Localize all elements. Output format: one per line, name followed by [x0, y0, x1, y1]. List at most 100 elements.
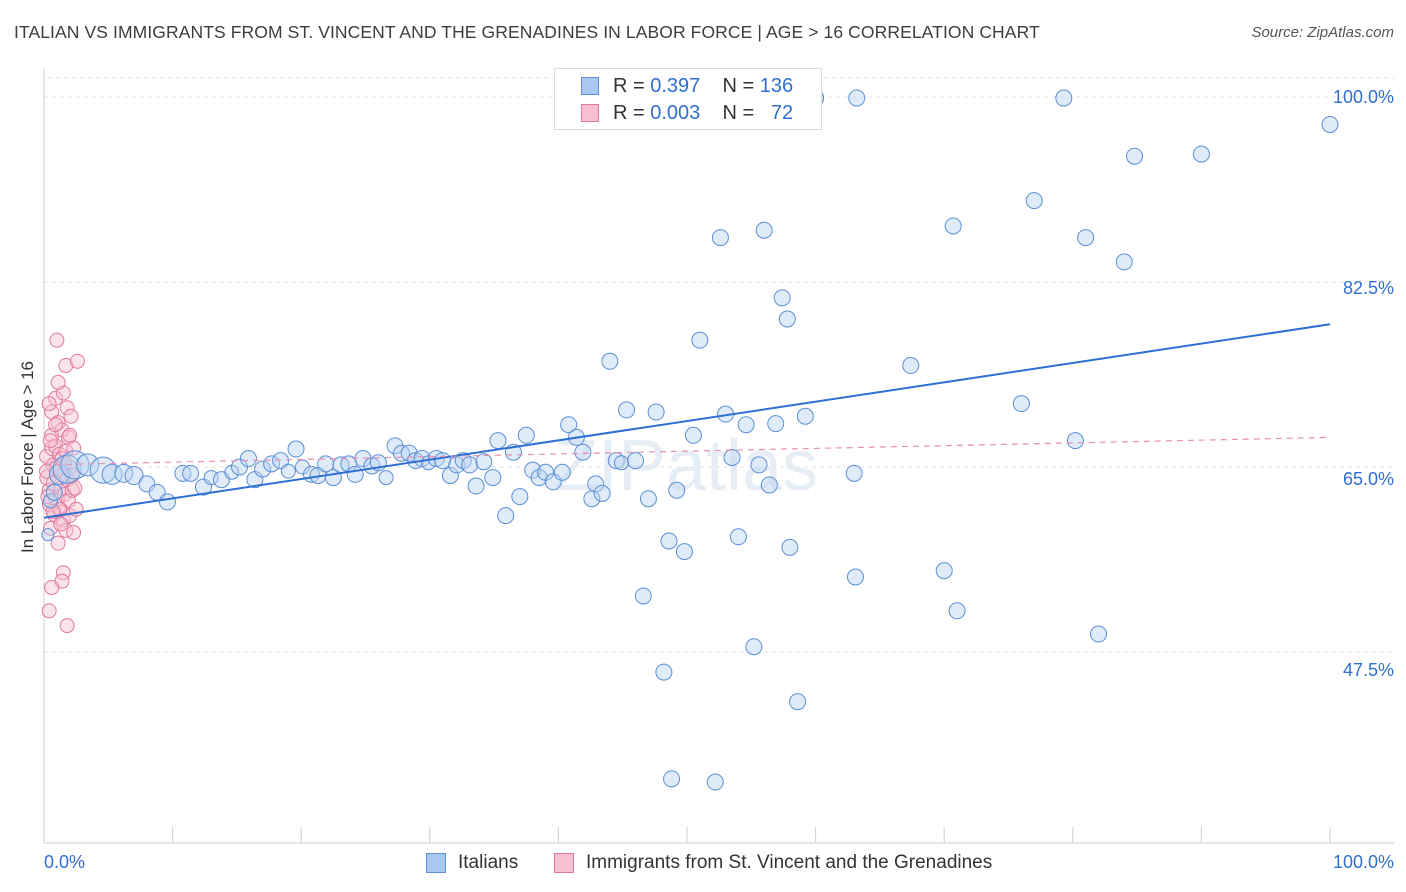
- data-point: [441, 466, 459, 484]
- data-point: [45, 483, 63, 501]
- data-point: [64, 482, 80, 498]
- data-point: [58, 358, 74, 374]
- y-axis-label: In Labor Force | Age > 16: [18, 360, 37, 554]
- data-point: [497, 507, 515, 525]
- data-point: [317, 455, 335, 473]
- data-point: [729, 528, 747, 546]
- data-point: [613, 455, 629, 471]
- data-point: [846, 568, 864, 586]
- data-point: [239, 450, 257, 468]
- data-point: [935, 562, 953, 580]
- data-point: [574, 443, 592, 461]
- legend-swatch-italians: [426, 853, 446, 873]
- data-point: [50, 535, 66, 551]
- data-point: [796, 407, 814, 425]
- data-point: [660, 532, 678, 550]
- data-point: [203, 470, 219, 486]
- correlation-legend: R = 0.397 N = 136 R = 0.003 N = 72: [554, 68, 822, 130]
- data-point: [560, 416, 578, 434]
- data-point: [778, 310, 796, 328]
- data-point: [50, 415, 66, 431]
- legend-label-immigrants: Immigrants from St. Vincent and the Gren…: [586, 852, 993, 873]
- legend-swatch-immigrants: [581, 104, 599, 122]
- legend-label-italians: Italians: [458, 852, 519, 873]
- data-point: [544, 473, 562, 491]
- legend-n-value: 72: [770, 102, 794, 124]
- trend-line-italians: [43, 323, 1331, 519]
- data-point: [902, 357, 920, 375]
- legend-r-label: R =: [613, 102, 645, 124]
- legend-n-value: 136: [759, 75, 794, 97]
- data-point: [745, 638, 763, 656]
- data-point: [287, 440, 305, 458]
- data-point: [1192, 145, 1210, 163]
- axes: [43, 68, 1394, 844]
- data-point: [1126, 147, 1144, 165]
- data-point: [691, 331, 709, 349]
- data-point: [52, 454, 82, 484]
- data-point: [158, 493, 176, 511]
- legend-n-label: N =: [722, 75, 755, 97]
- legend-swatch-italians: [581, 77, 599, 95]
- data-point: [124, 465, 144, 485]
- chart-title: ITALIAN VS IMMIGRANTS FROM ST. VINCENT A…: [14, 22, 1040, 42]
- data-point: [1321, 115, 1339, 133]
- data-point: [781, 538, 799, 556]
- data-point: [44, 580, 60, 596]
- series-immigrants-points: [39, 332, 85, 634]
- data-point: [663, 770, 681, 788]
- data-point: [848, 89, 866, 107]
- data-point: [789, 693, 807, 711]
- data-point: [639, 490, 657, 508]
- data-point: [42, 433, 58, 449]
- data-point: [634, 587, 652, 605]
- data-point: [59, 400, 75, 416]
- data-point: [755, 221, 773, 239]
- data-point: [1025, 192, 1043, 210]
- data-point: [737, 416, 755, 434]
- data-point: [1012, 395, 1030, 413]
- y-tick-label: 47.5%: [1342, 660, 1394, 680]
- y-tick-label: 100.0%: [1332, 87, 1394, 107]
- legend-r-value: 0.003: [650, 102, 701, 124]
- data-point: [69, 353, 85, 369]
- data-point: [948, 602, 966, 620]
- data-point: [66, 525, 82, 541]
- data-point: [845, 464, 863, 482]
- data-point: [272, 452, 290, 470]
- data-point: [182, 464, 200, 482]
- y-tick-label: 82.5%: [1342, 278, 1394, 298]
- x-axis-max-label: 100.0%: [1332, 852, 1394, 872]
- data-point: [668, 481, 686, 499]
- data-point: [711, 229, 729, 247]
- trend-lines: [43, 323, 1331, 519]
- legend-r-label: R =: [613, 75, 645, 97]
- data-point: [655, 663, 673, 681]
- data-point: [48, 417, 64, 433]
- data-point: [484, 469, 502, 487]
- data-point: [684, 426, 702, 444]
- data-point: [76, 453, 100, 477]
- data-point: [467, 477, 485, 495]
- data-point: [230, 458, 248, 476]
- trend-line-immigrants: [43, 436, 1331, 466]
- data-point: [41, 396, 57, 412]
- data-point: [49, 332, 65, 348]
- data-point: [618, 401, 636, 419]
- data-point: [773, 289, 791, 307]
- data-point: [461, 456, 479, 474]
- data-point: [1077, 229, 1095, 247]
- data-point: [378, 470, 394, 486]
- data-point: [50, 374, 66, 390]
- data-point: [62, 427, 78, 443]
- data-point: [767, 415, 785, 433]
- data-point: [280, 463, 296, 479]
- legend-swatch-immigrants: [554, 853, 574, 873]
- data-point: [475, 453, 493, 471]
- data-point: [346, 465, 364, 483]
- data-point: [511, 488, 529, 506]
- data-point: [41, 528, 55, 542]
- data-point: [517, 426, 535, 444]
- data-point: [760, 476, 778, 494]
